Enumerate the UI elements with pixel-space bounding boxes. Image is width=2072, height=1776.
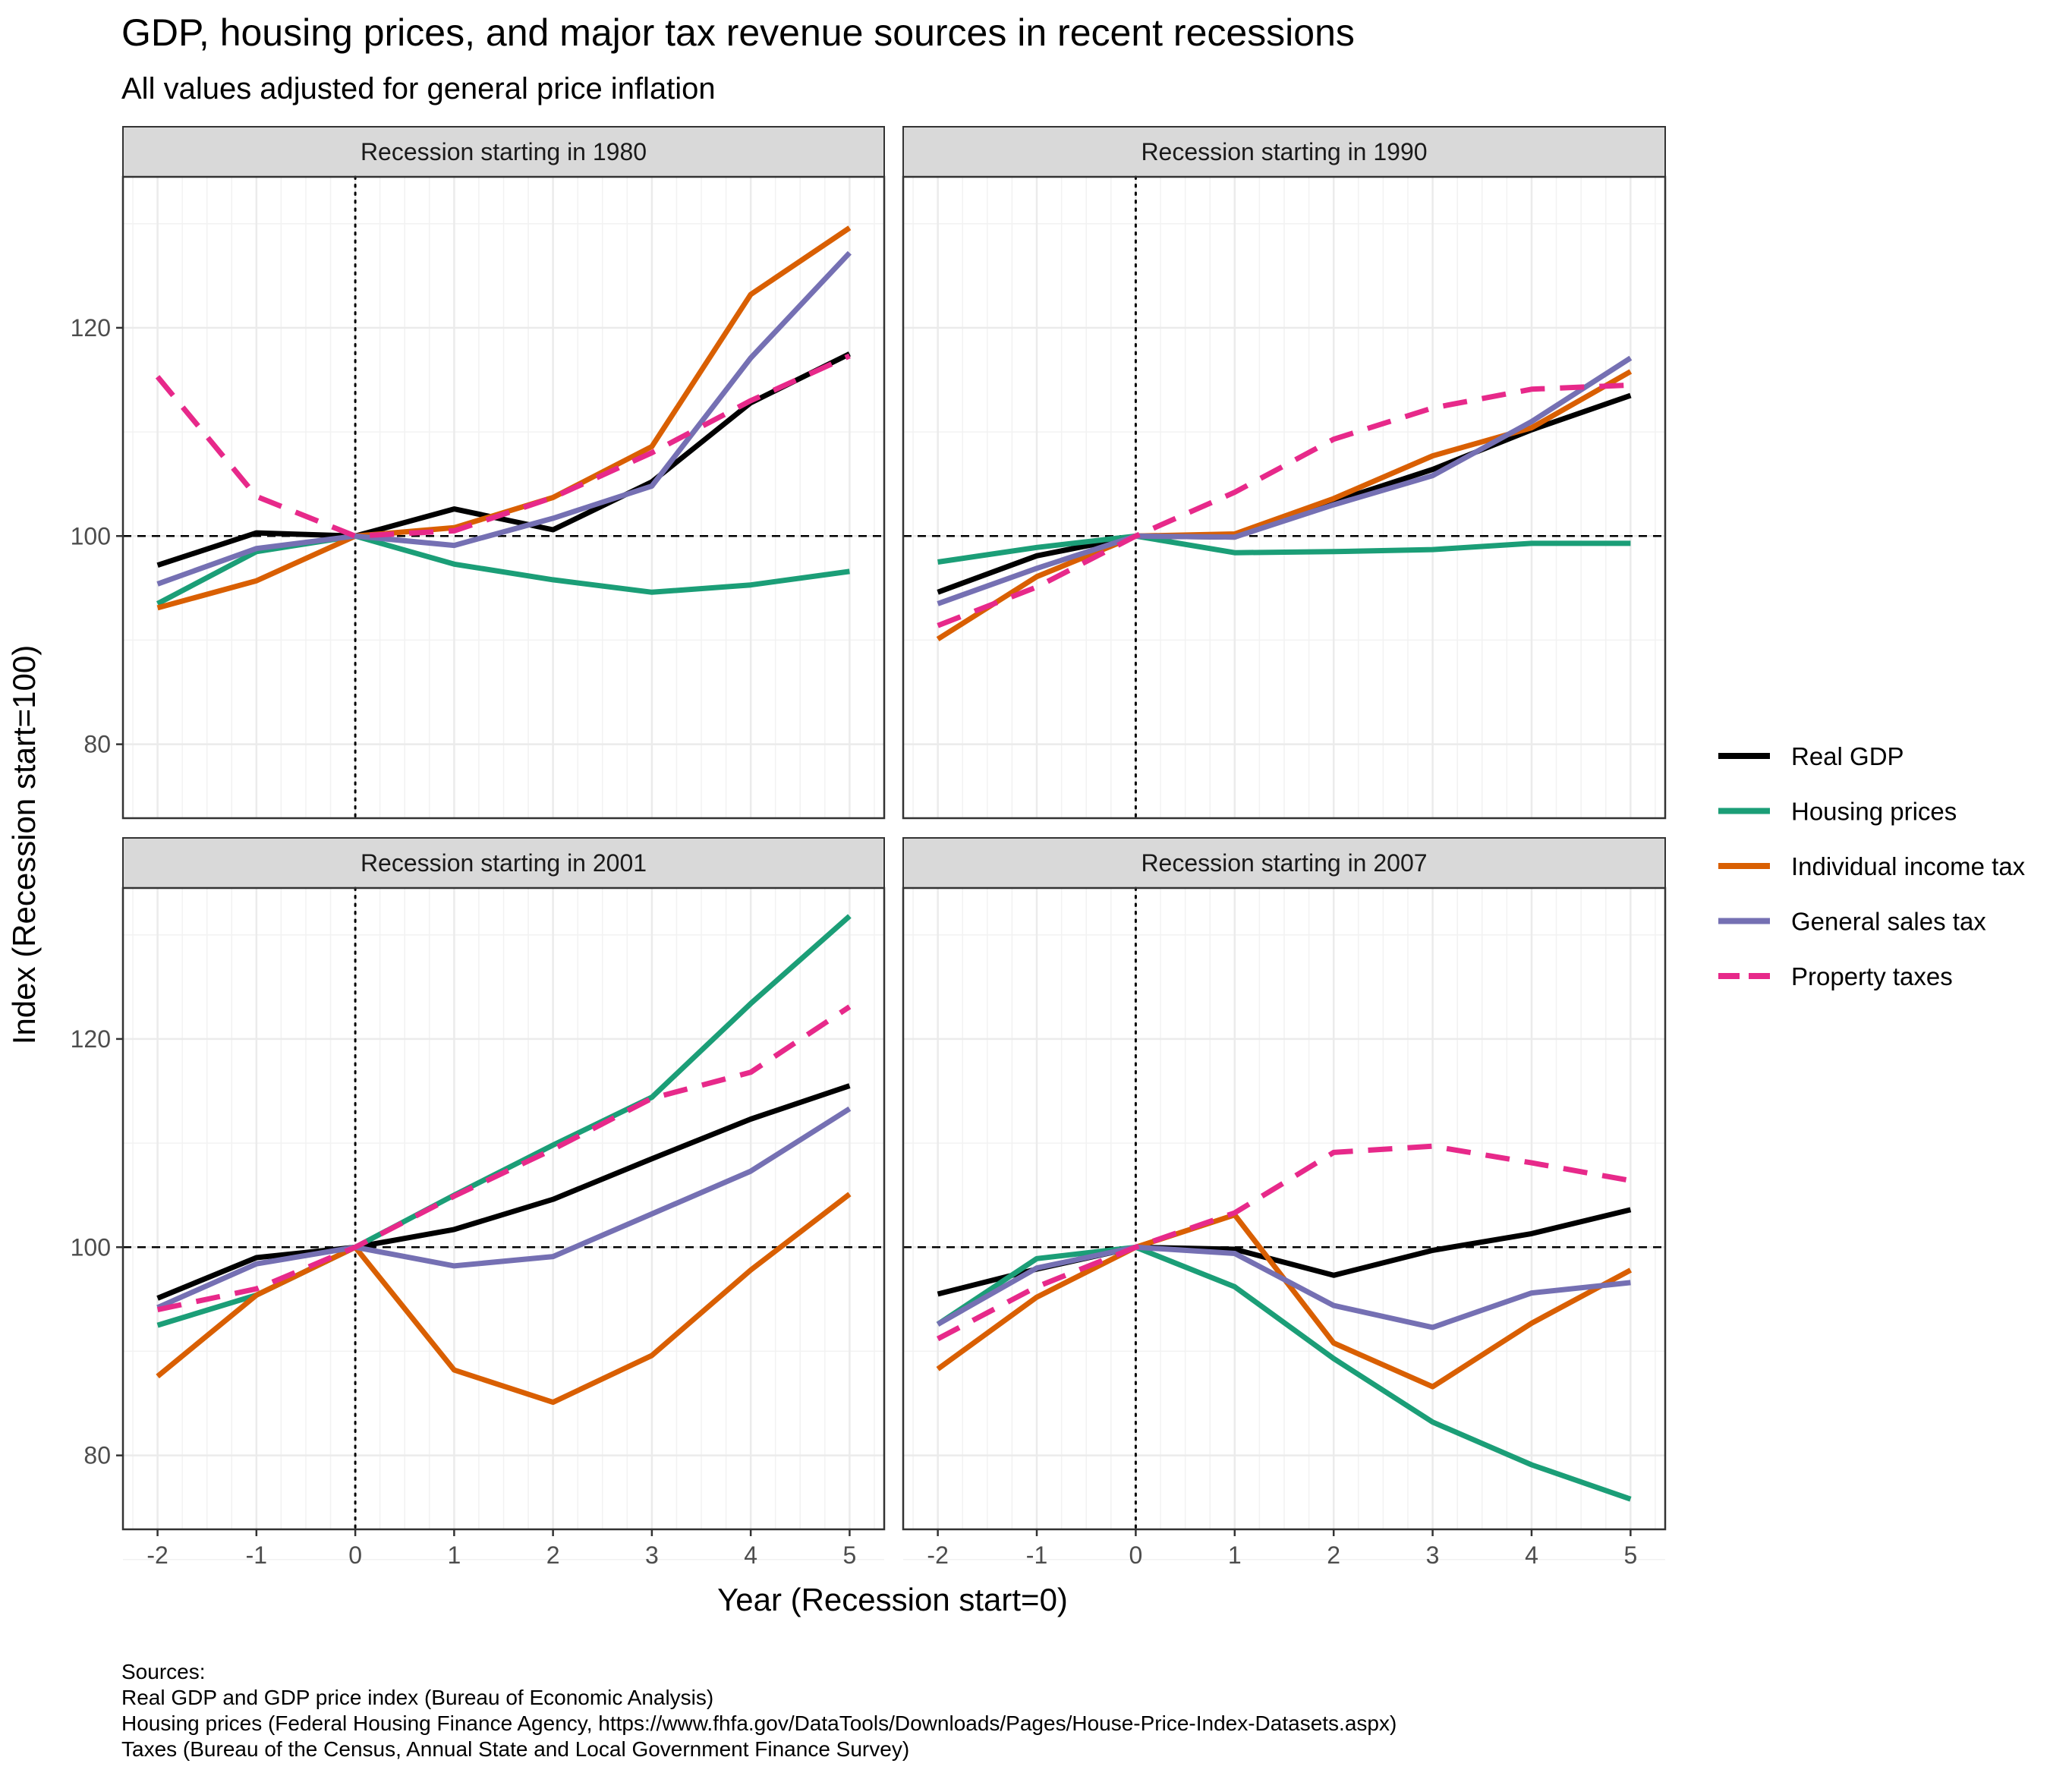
legend-label: Real GDP bbox=[1791, 742, 1904, 770]
series-line bbox=[156, 250, 852, 587]
panel-border bbox=[121, 886, 886, 1531]
facet-strip bbox=[122, 837, 885, 889]
sources-line: Taxes (Bureau of the Census, Annual Stat… bbox=[121, 1737, 909, 1761]
facet-panel: Recession starting in 1990 bbox=[902, 126, 1667, 849]
panel-border bbox=[902, 175, 1667, 820]
x-tick-label: 0 bbox=[348, 1541, 362, 1569]
x-tick-label: 3 bbox=[645, 1541, 659, 1569]
x-tick-label: 2 bbox=[1327, 1541, 1340, 1569]
y-axis-ticks: 80 100 120 80 100 120 bbox=[71, 314, 123, 1469]
series-line bbox=[937, 382, 1631, 628]
y-axis-label: Index (Recession start=100) bbox=[6, 645, 42, 1044]
sources-line: Housing prices (Federal Housing Finance … bbox=[121, 1711, 1397, 1735]
x-tick-label: 1 bbox=[1228, 1541, 1242, 1569]
legend-label: General sales tax bbox=[1791, 908, 1986, 936]
x-tick-label: -2 bbox=[927, 1541, 948, 1569]
facet-strip bbox=[122, 126, 885, 178]
y-tick-label: 100 bbox=[71, 522, 111, 549]
panel-border bbox=[902, 886, 1667, 1531]
sources-note: Sources: Real GDP and GDP price index (B… bbox=[121, 1660, 1397, 1761]
facet-panel: Recession starting in 2001 bbox=[121, 837, 886, 1560]
legend-item: General sales tax bbox=[1718, 908, 1986, 936]
series-line bbox=[156, 1192, 852, 1406]
x-axis-label: Year (Recession start=0) bbox=[717, 1582, 1068, 1617]
facet-strip-label: Recession starting in 1990 bbox=[1141, 138, 1427, 165]
sources-heading: Sources: bbox=[121, 1660, 206, 1683]
x-tick-label: 5 bbox=[1623, 1541, 1637, 1569]
series-line bbox=[936, 1244, 1632, 1502]
x-tick-label: -1 bbox=[246, 1541, 267, 1569]
legend-item: Real GDP bbox=[1718, 742, 1904, 770]
panel-border bbox=[121, 175, 886, 820]
y-tick-label: 80 bbox=[83, 1442, 111, 1469]
legend-item: Individual income tax bbox=[1718, 852, 2026, 880]
legend-label: Individual income tax bbox=[1791, 852, 2026, 880]
series-line bbox=[156, 1083, 851, 1301]
x-tick-label: 2 bbox=[546, 1541, 560, 1569]
x-tick-label: 4 bbox=[1525, 1541, 1538, 1569]
legend-item: Property taxes bbox=[1718, 962, 1953, 990]
x-tick-label: 3 bbox=[1426, 1541, 1440, 1569]
x-axis-ticks: -2 -1 0 1 2 3 4 5 -2 -1 0 1 2 3 4 5 bbox=[146, 1529, 1637, 1569]
series-line bbox=[156, 351, 851, 568]
chart-subtitle: All values adjusted for general price in… bbox=[121, 72, 716, 105]
facet-strip bbox=[902, 837, 1666, 889]
series-line bbox=[156, 1106, 852, 1311]
facet-strip-label: Recession starting in 1980 bbox=[361, 138, 647, 165]
legend-label: Housing prices bbox=[1791, 798, 1957, 826]
series-line bbox=[937, 533, 1631, 565]
x-tick-label: 4 bbox=[744, 1541, 757, 1569]
series-line bbox=[937, 355, 1633, 606]
facet-panel: Recession starting in 2007 bbox=[902, 837, 1667, 1560]
facet-strip bbox=[902, 126, 1666, 178]
y-tick-label: 120 bbox=[71, 314, 111, 342]
series-line bbox=[156, 1004, 852, 1313]
y-tick-label: 100 bbox=[71, 1233, 111, 1261]
y-tick-label: 80 bbox=[83, 731, 111, 758]
x-tick-label: 1 bbox=[447, 1541, 461, 1569]
legend-label: Property taxes bbox=[1791, 962, 1953, 990]
series-line bbox=[936, 1244, 1631, 1330]
facet-strip-label: Recession starting in 2001 bbox=[361, 849, 647, 877]
sources-line: Real GDP and GDP price index (Bureau of … bbox=[121, 1686, 713, 1709]
chart-title: GDP, housing prices, and major tax reven… bbox=[121, 11, 1355, 54]
x-tick-label: -2 bbox=[146, 1541, 168, 1569]
x-tick-label: 5 bbox=[843, 1541, 857, 1569]
x-tick-label: -1 bbox=[1026, 1541, 1047, 1569]
legend: Real GDP Housing prices Individual income … bbox=[1718, 742, 2026, 990]
y-tick-label: 120 bbox=[71, 1025, 111, 1053]
x-tick-label: 0 bbox=[1129, 1541, 1143, 1569]
legend-item: Housing prices bbox=[1718, 798, 1957, 826]
facet-panels: Recession starting in 1980 Recession star… bbox=[121, 126, 1667, 1560]
series-line bbox=[936, 1143, 1632, 1342]
facet-panel: Recession starting in 1980 bbox=[121, 126, 886, 849]
series-line bbox=[155, 353, 851, 539]
facet-strip-label: Recession starting in 2007 bbox=[1141, 849, 1427, 877]
